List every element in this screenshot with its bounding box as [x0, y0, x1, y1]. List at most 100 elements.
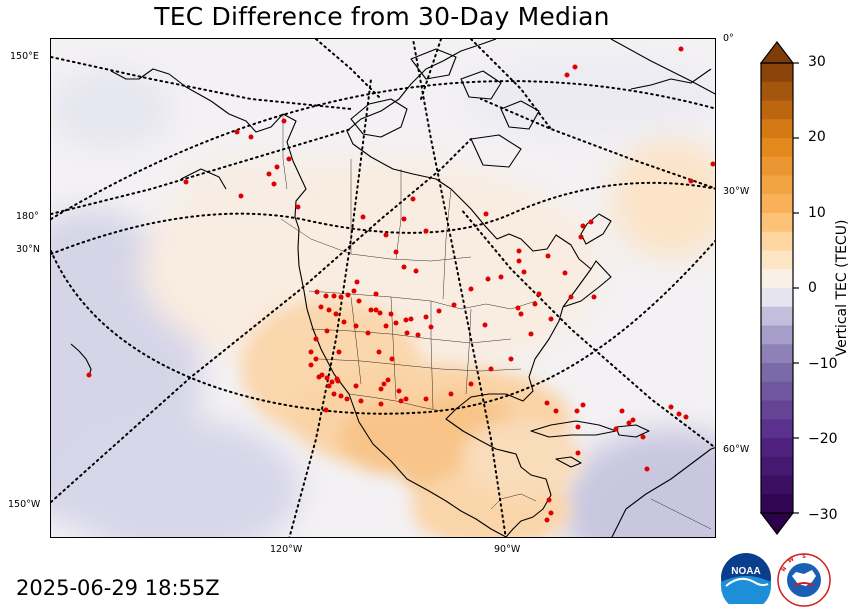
colorbar-tick-neg30: −30 [808, 507, 838, 523]
station-marker [468, 286, 474, 292]
colorbar-bands [761, 63, 793, 514]
station-marker [410, 196, 416, 202]
station-marker [580, 223, 586, 229]
station-marker [274, 164, 280, 170]
colorbar-band [761, 194, 793, 214]
colorbar-extend-max [759, 41, 795, 64]
colorbar-tick-30: 30 [808, 54, 826, 70]
station-marker [580, 402, 586, 408]
colorbar-band [761, 231, 793, 251]
station-marker [393, 249, 399, 255]
station-marker [331, 293, 337, 299]
colorbar-band [761, 325, 793, 345]
station-marker [373, 307, 379, 313]
station-marker [575, 450, 581, 456]
colorbar-band [761, 175, 793, 195]
station-marker [334, 376, 340, 382]
station-marker [344, 396, 350, 402]
station-marker [353, 323, 359, 329]
station-marker [389, 356, 395, 362]
station-marker [248, 134, 254, 140]
station-marker [578, 234, 584, 240]
canada-province-line [280, 218, 472, 262]
coastline-newfoundland [580, 213, 612, 245]
south-america-borders [650, 498, 712, 530]
station-marker [378, 386, 384, 392]
graticule-meridian-top-right [470, 39, 552, 130]
station-markers [86, 46, 715, 523]
colorbar-band [761, 419, 793, 439]
station-marker [385, 377, 391, 383]
station-marker [676, 411, 682, 417]
anomaly-negative-northwest [51, 69, 171, 149]
svg-text:S: S [802, 554, 806, 560]
station-marker [545, 253, 551, 259]
coastline-maritimes [562, 260, 612, 308]
us-canada-border [308, 290, 537, 310]
station-marker [338, 393, 344, 399]
station-marker [351, 288, 357, 294]
colorbar-band [761, 494, 793, 514]
station-marker [588, 219, 594, 225]
colorbar-band [761, 119, 793, 139]
station-marker [354, 279, 360, 285]
colorbar-band [761, 363, 793, 383]
station-marker [544, 517, 550, 523]
station-marker [485, 276, 491, 282]
station-marker [183, 179, 189, 185]
station-marker [668, 404, 674, 410]
station-marker [521, 269, 527, 275]
coastline-hudson-east [470, 134, 522, 168]
coastline-baffin [500, 100, 540, 130]
station-marker [498, 274, 504, 280]
station-marker [308, 349, 314, 355]
state-line-4 [390, 296, 397, 400]
station-marker [591, 294, 597, 300]
station-marker [234, 129, 240, 135]
station-marker [383, 232, 389, 238]
station-marker [308, 362, 314, 368]
station-marker [404, 330, 410, 336]
anomaly-positive-mexico [341, 404, 441, 474]
station-marker [413, 268, 419, 274]
timestamp: 2025-06-29 18:55Z [16, 576, 220, 600]
colorbar-band [761, 269, 793, 289]
station-marker [316, 374, 322, 380]
svg-text:W: W [787, 556, 795, 564]
colorbar-tick-20: 20 [808, 129, 826, 145]
station-marker [532, 301, 538, 307]
colorbar-band [761, 288, 793, 308]
coastline-arctic-island-1 [350, 98, 408, 138]
svg-text:NOAA: NOAA [731, 566, 760, 577]
colorbar-label: Vertical TEC (TECU) [834, 219, 850, 357]
station-marker [482, 322, 488, 328]
central-america-borders [490, 493, 537, 510]
station-marker [403, 396, 409, 402]
graticule-label-90w: 90°W [494, 544, 521, 555]
coastline-greenland [610, 39, 715, 95]
colorbar-band [761, 250, 793, 270]
colorbar-band [761, 344, 793, 364]
graticule-meridian-150e [51, 56, 352, 110]
station-marker [378, 401, 384, 407]
coastline-arctic-island-3 [460, 70, 502, 100]
station-marker [428, 324, 434, 330]
colorbar-band [761, 306, 793, 326]
noaa-logo: NOAA [721, 553, 771, 604]
graticule-label-180: 180° [16, 211, 39, 222]
station-marker [393, 320, 399, 326]
colorbar-band [761, 213, 793, 233]
station-marker [536, 291, 542, 297]
station-marker [630, 417, 636, 423]
station-marker [365, 330, 371, 336]
colorbar-tickmarks [793, 62, 799, 514]
station-marker [544, 400, 550, 406]
graticule-meridian-top-mid [420, 39, 442, 100]
station-marker [572, 64, 578, 70]
station-marker [266, 171, 272, 177]
station-marker [396, 388, 402, 394]
station-marker [508, 356, 514, 362]
graticule-lon-top [51, 80, 715, 220]
station-marker [619, 408, 625, 414]
tec-anomaly-map [51, 39, 715, 537]
